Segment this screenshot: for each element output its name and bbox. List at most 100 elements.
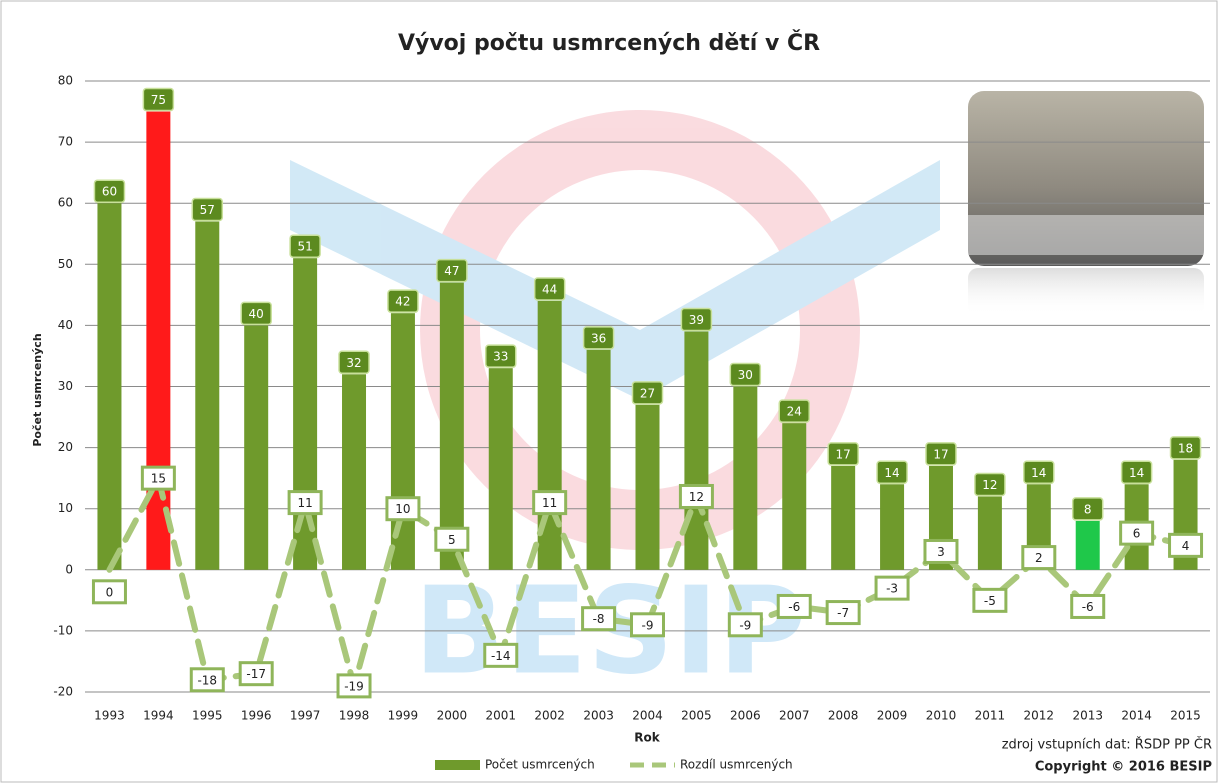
y-tick-label: 40 [58,318,73,332]
y-tick-label: 80 [58,74,73,88]
value-label: -17 [246,667,266,681]
value-label: -14 [491,649,511,663]
value-label: 75 [151,93,166,107]
value-label: -7 [837,606,849,620]
bar [342,374,366,570]
value-label: -6 [788,600,800,614]
x-tick-label: 1999 [388,709,419,723]
value-label: 8 [1084,502,1092,516]
bar [440,283,464,570]
copyright: Copyright © 2016 BESIP [1035,760,1212,775]
value-label: 24 [787,405,802,419]
y-tick-label: 0 [65,562,73,576]
x-tick-label: 2012 [1024,709,1055,723]
value-label: 27 [640,386,655,400]
value-label: 11 [542,496,557,510]
value-label: -6 [1082,600,1094,614]
bar [978,496,1002,569]
chart-title: Vývoj počtu usmrcených dětí v ČR [398,30,820,56]
bar [733,387,757,570]
source: zdroj vstupních dat: ŘSDP PP ČR [1002,737,1212,753]
bar [831,466,855,570]
x-axis-label: Rok [634,731,660,745]
x-tick-label: 1996 [241,709,272,723]
bar [97,203,121,570]
bar [1076,521,1100,570]
x-tick-label: 1995 [192,709,223,723]
y-tick-label: 70 [58,135,73,149]
value-label: 0 [106,585,114,599]
value-label: 6 [1133,527,1141,541]
value-label: -18 [197,673,217,687]
x-tick-label: 2015 [1170,709,1201,723]
bar [782,423,806,570]
value-label: 3 [937,545,945,559]
y-tick-label: -10 [53,623,73,637]
bar [587,350,611,570]
x-tick-label: 2009 [877,709,908,723]
x-tick-label: 2006 [730,709,761,723]
value-label: 33 [493,350,508,364]
x-tick-label: 1998 [339,709,370,723]
x-tick-label: 2010 [926,709,957,723]
x-tick-label: 1997 [290,709,321,723]
value-label: -9 [642,618,654,632]
value-label: 12 [689,490,704,504]
y-tick-label: 10 [58,501,73,515]
value-label: 40 [249,307,264,321]
bar [636,405,660,570]
x-tick-label: 1994 [143,709,174,723]
value-label: 60 [102,185,117,199]
value-label: -19 [344,679,364,693]
bar [244,325,268,569]
chart: BESIP Vývoj počtu usmrcených dětí v ČR P… [0,0,1218,783]
x-tick-label: 2000 [437,709,468,723]
value-label: 14 [1031,466,1046,480]
x-tick-label: 2001 [485,709,516,723]
value-label: 14 [1129,466,1144,480]
y-tick-label: 20 [58,440,73,454]
value-label: 12 [982,478,997,492]
x-tick-label: 2008 [828,709,859,723]
value-label: -3 [886,582,898,596]
value-label: 4 [1182,539,1190,553]
value-label: 15 [151,472,166,486]
value-label: 32 [346,356,361,370]
x-tick-label: 2014 [1121,709,1152,723]
value-label: 14 [884,466,899,480]
value-label: 11 [297,496,312,510]
bar [684,332,708,570]
x-tick-label: 2013 [1072,709,1103,723]
x-tick-label: 2002 [534,709,565,723]
value-label: 51 [297,240,312,254]
value-label: -9 [739,618,751,632]
y-tick-label: 60 [58,196,73,210]
x-tick-label: 2003 [583,709,614,723]
x-tick-label: 2007 [779,709,810,723]
y-tick-label: 50 [58,257,73,271]
value-label: 39 [689,313,704,327]
bar [195,222,219,570]
value-label: -8 [593,612,605,626]
legend-swatch [435,760,480,770]
value-label: 30 [738,368,753,382]
y-axis-label: Počet usmrcených [31,333,44,446]
y-tick-label: 30 [58,379,73,393]
value-label: 17 [836,447,851,461]
value-label: 2 [1035,551,1043,565]
bar [880,484,904,570]
value-label: 18 [1178,441,1193,455]
bar [146,112,170,570]
value-label: 5 [448,533,456,547]
value-label: -5 [984,594,996,608]
value-label: 36 [591,331,606,345]
x-tick-label: 2004 [632,709,663,723]
legend-label: Počet usmrcených [485,758,595,772]
x-tick-label: 1993 [94,709,125,723]
value-label: 10 [395,502,410,516]
x-tick-label: 2005 [681,709,712,723]
value-label: 44 [542,282,557,296]
value-label: 42 [395,295,410,309]
bar [489,368,513,570]
value-label: 57 [200,203,215,217]
